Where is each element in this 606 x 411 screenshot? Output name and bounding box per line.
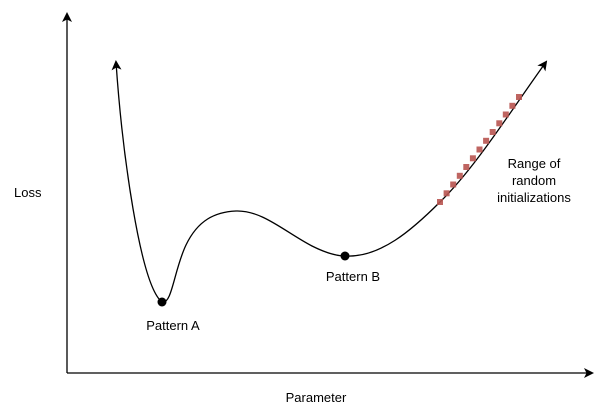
pattern-a-label: Pattern A [146,318,200,333]
pattern-b-point [340,251,350,261]
initialization-marker [456,172,463,179]
loss-curve-main [161,60,548,303]
loss-curve [111,60,163,303]
initialization-marker [463,164,470,170]
initialization-marker [437,199,443,205]
initialization-marker [443,190,450,197]
y-axis-label: Loss [14,185,42,200]
initializations-label-line-1: Range of [508,156,561,171]
initialization-marker [516,94,522,100]
initialization-marker [502,111,509,118]
initializations-label-line-2: random [512,173,556,188]
initialization-marker [469,155,476,162]
pattern-b-label: Pattern B [326,269,380,284]
initialization-marker [496,120,503,127]
pattern-a-point [157,297,167,307]
random-initialization-markers [437,94,522,205]
initialization-marker [450,181,457,188]
initializations-label-line-3: initializations [497,190,571,205]
initialization-marker [483,137,490,144]
x-axis-label: Parameter [286,390,347,405]
initialization-marker [509,102,516,109]
initialization-marker [476,146,483,153]
initialization-marker [489,129,496,135]
